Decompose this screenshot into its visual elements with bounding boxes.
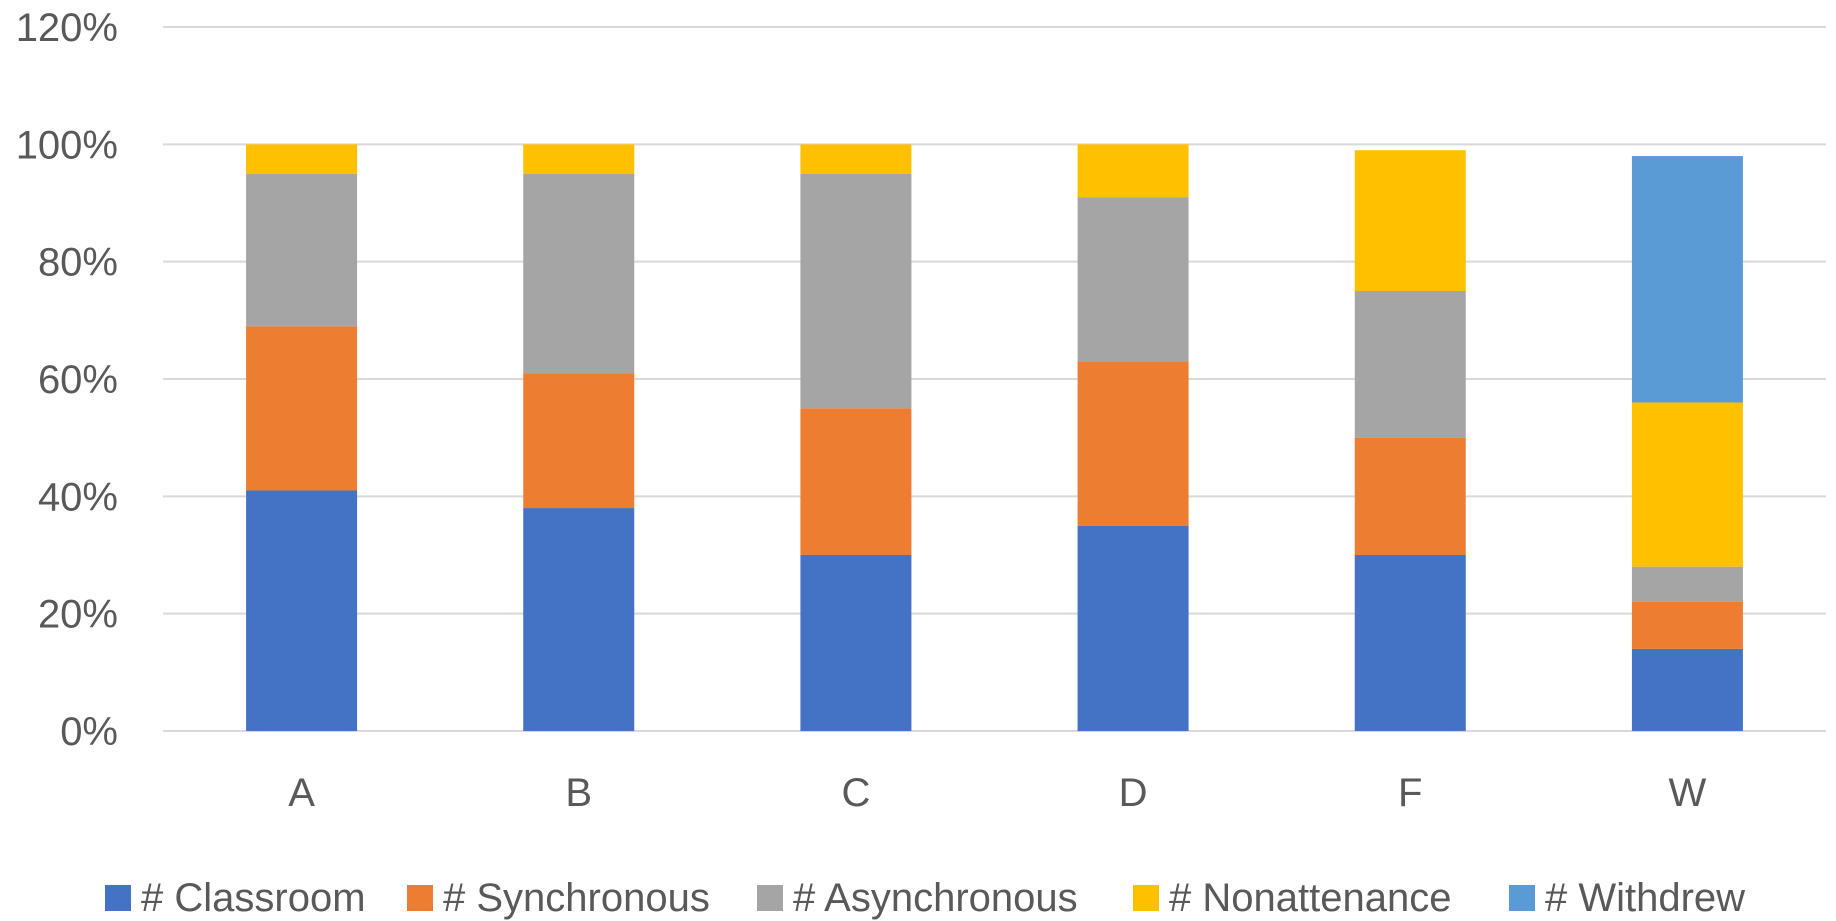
legend-swatch [1133,885,1159,911]
bar-segment-f-nonattenance [1354,150,1466,291]
x-category-label: B [565,771,592,815]
y-tick-label: 100% [16,123,118,167]
bar-segment-a-synchronous [246,326,358,491]
bar-segment-a-classroom [246,490,358,731]
bar-segment-d-asynchronous [1077,197,1189,362]
bar-segment-c-classroom [800,555,912,731]
bar-segment-a-asynchronous [246,173,358,327]
x-category-label: F [1398,771,1422,815]
bar-segment-c-synchronous [800,408,912,555]
y-tick-label: 20% [38,593,118,637]
legend-swatch [105,885,131,911]
x-category-label: W [1669,771,1707,815]
axis-labels: 0% 20% 40% 60% 80% 100% 120% A B C D F W [16,6,1707,815]
legend-swatch [407,885,433,911]
bar-segment-w-nonattenance [1631,402,1743,567]
y-tick-label: 0% [60,710,118,754]
bar-segment-f-classroom [1354,555,1466,731]
bar-segment-b-nonattenance [523,144,635,174]
legend-label: # Asynchronous [793,876,1078,920]
bar-segment-w-asynchronous [1631,566,1743,602]
bars [246,144,1743,731]
bar-segment-c-asynchronous [800,173,912,409]
legend-swatch [757,885,783,911]
y-tick-label: 80% [38,241,118,285]
gridlines [163,26,1826,732]
bar-segment-b-asynchronous [523,173,635,374]
x-category-label: D [1119,771,1148,815]
legend-label: # Synchronous [443,876,710,920]
bar-segment-b-classroom [523,508,635,731]
bar-segment-b-synchronous [523,373,635,509]
y-tick-label: 60% [38,358,118,402]
bar-segment-w-classroom [1631,648,1743,731]
legend: # Classroom # Synchronous # Asynchronous # … [105,876,1745,920]
legend-swatch [1509,885,1535,911]
legend-label: # Nonattenance [1169,876,1451,920]
bar-segment-a-nonattenance [246,144,358,174]
y-tick-label: 120% [16,6,118,50]
bar-segment-f-synchronous [1354,437,1466,555]
legend-label: # Withdrew [1545,876,1745,920]
bar-segment-f-asynchronous [1354,291,1466,438]
bar-segment-d-nonattenance [1077,144,1189,198]
bar-segment-w-withdrew [1631,156,1743,403]
bar-segment-d-synchronous [1077,361,1189,526]
bar-segment-d-classroom [1077,525,1189,731]
y-tick-label: 40% [38,475,118,519]
bar-segment-c-nonattenance [800,144,912,174]
x-category-label: C [841,771,870,815]
legend-label: # Classroom [141,876,366,920]
bar-segment-w-synchronous [1631,601,1743,649]
x-category-label: A [288,771,315,815]
